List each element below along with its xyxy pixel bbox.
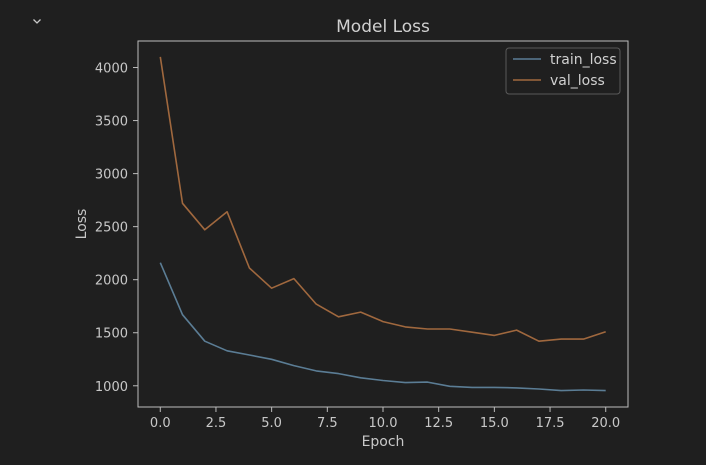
legend-label-val-loss: val_loss [550,73,605,89]
x-tick-label: 5.0 [261,416,282,431]
x-axis: 0.0 2.5 5.0 7.5 10.0 12.5 15.0 17.5 20.0 [150,407,620,431]
y-tick-label: 3500 [95,115,128,130]
chevron-down-icon-glyph [33,19,41,24]
legend-label-train-loss: train_loss [550,52,617,68]
x-axis-label: Epoch [362,434,405,450]
legend: train_loss val_loss [505,47,621,95]
x-tick-label: 15.0 [480,416,509,431]
series-lines [159,56,606,392]
series-line-val-loss [159,56,606,343]
x-tick-label: 12.5 [424,416,453,431]
y-axis: 1000 1500 2000 2500 3000 3500 4000 [95,62,138,395]
y-tick-label: 3000 [95,168,128,183]
y-tick-label: 2500 [95,221,128,236]
series-line-train-loss [159,262,606,392]
x-tick-label: 0.0 [150,416,171,431]
y-tick-label: 1000 [95,380,128,395]
chart-title: Model Loss [336,17,430,37]
chevron-down-icon[interactable] [28,12,46,30]
x-tick-label: 7.5 [317,416,338,431]
x-tick-label: 10.0 [369,416,398,431]
x-tick-label: 17.5 [536,416,565,431]
y-tick-label: 2000 [95,274,128,289]
x-tick-label: 2.5 [206,416,227,431]
y-tick-label: 1500 [95,327,128,342]
y-tick-label: 4000 [95,62,128,77]
x-tick-label: 20.0 [591,416,620,431]
y-axis-label: Loss [74,209,90,240]
